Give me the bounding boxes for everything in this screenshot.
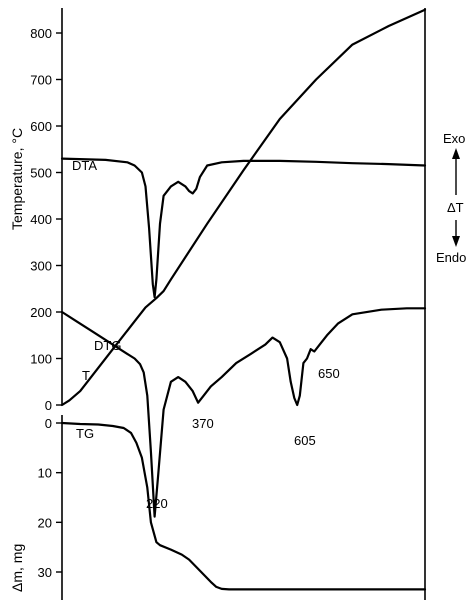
mass-axis: 0 10 20 30 Δm, mg <box>9 415 63 600</box>
mass-axis-title: Δm, mg <box>9 544 25 592</box>
peak-label-370: 370 <box>192 416 214 431</box>
temperature-tick-label-100: 100 <box>30 352 52 367</box>
curves <box>60 8 427 591</box>
curve-label-t: T <box>82 368 90 383</box>
exo-label: Exo <box>443 131 465 146</box>
dta-direction-indicator: Exo ΔT Endo <box>436 131 466 265</box>
peak-label-650: 650 <box>318 366 340 381</box>
down-arrow-icon <box>452 236 460 247</box>
curve-labels: DTA T DTG TG <box>72 158 121 441</box>
peak-labels: 220 370 605 650 <box>146 366 340 511</box>
curve-t <box>60 8 427 407</box>
curve-label-tg: TG <box>76 426 94 441</box>
peak-label-220: 220 <box>146 496 168 511</box>
mass-tick-label-10: 10 <box>38 466 52 481</box>
temperature-tick-label-800: 800 <box>30 26 52 41</box>
curve-tg <box>60 421 427 591</box>
curve-dtg <box>60 307 427 518</box>
temperature-tick-label-500: 500 <box>30 166 52 181</box>
delta-t-label: ΔT <box>447 200 464 215</box>
temperature-tick-label-400: 400 <box>30 212 52 227</box>
curve-label-dta: DTA <box>72 158 97 173</box>
temperature-tick-label-300: 300 <box>30 259 52 274</box>
up-arrow-icon <box>452 148 460 159</box>
curve-dta <box>60 157 427 299</box>
peak-label-605: 605 <box>294 433 316 448</box>
temperature-axis: 0 100 200 300 400 500 600 700 800 Temperature, °… <box>9 8 63 413</box>
mass-tick-label-20: 20 <box>38 515 52 530</box>
mass-tick-label-0: 0 <box>45 416 52 431</box>
temperature-tick-label-200: 200 <box>30 305 52 320</box>
temperature-tick-label-0: 0 <box>45 398 52 413</box>
temperature-axis-title: Temperature, °C <box>9 128 25 230</box>
curve-label-dtg: DTG <box>94 338 121 353</box>
temperature-tick-label-600: 600 <box>30 119 52 134</box>
endo-label: Endo <box>436 250 466 265</box>
temperature-tick-label-700: 700 <box>30 73 52 88</box>
mass-tick-label-30: 30 <box>38 565 52 580</box>
